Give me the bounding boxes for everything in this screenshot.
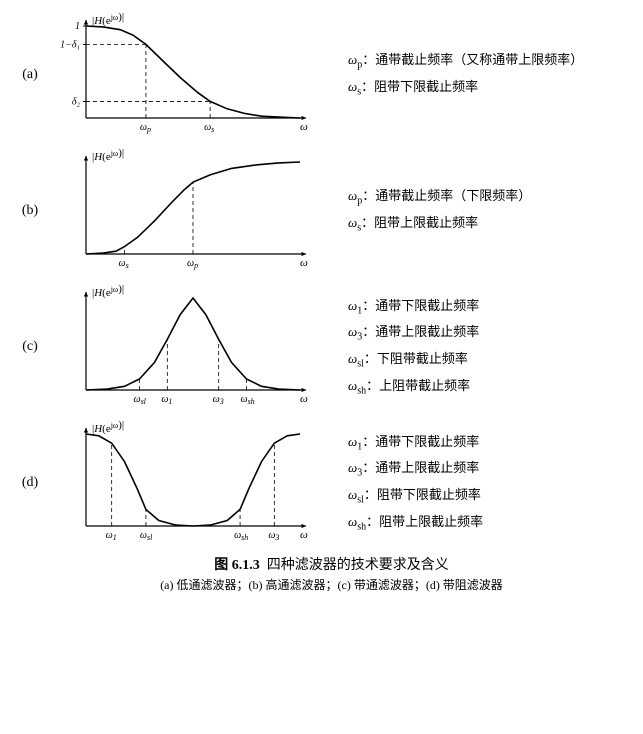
svg-text:1−δ₁: 1−δ₁: [60, 39, 80, 50]
panel-label-b: (b): [10, 203, 50, 219]
svg-text:ωs: ωs: [119, 258, 129, 270]
svg-text:ω: ω: [300, 257, 308, 269]
panel-c: (c) |H(ejω)| ω ωsl ω1 ω3 ωsh ω1：通带下限截止频率ω3：通带…: [10, 282, 643, 412]
panel-b: (b) |H(ejω)| ω ωs ωp ωp：通带截止频率（下限频率）ωs：阻带上限…: [10, 146, 643, 276]
legend-item: ωs：阻带下限截止频率: [348, 75, 643, 102]
svg-text:ω: ω: [300, 393, 308, 405]
legend-item: ωs：阻带上限截止频率: [348, 211, 643, 238]
svg-text:δ₂: δ₂: [72, 96, 81, 107]
legend-item: ωp：通带截止频率（下限频率）: [348, 184, 643, 211]
panel-label-a: (a): [10, 67, 50, 83]
chart-c: |H(ejω)| ω ωsl ω1 ω3 ωsh: [50, 282, 310, 412]
svg-text:ωsl: ωsl: [140, 530, 153, 542]
legend-item: ω3：通带上限截止频率: [348, 320, 643, 347]
chart-a: |H(ejω)| ω ωp ωs 1 1−δ₁ δ₂: [50, 10, 310, 140]
panel-label-d: (d): [10, 475, 50, 491]
svg-text:ωs: ωs: [204, 122, 214, 134]
svg-text:ω: ω: [300, 121, 308, 133]
svg-text:ω1: ω1: [161, 394, 172, 406]
chart-box-c: |H(ejω)| ω ωsl ω1 ω3 ωsh: [50, 282, 330, 412]
svg-text:ωp: ωp: [187, 258, 198, 270]
legend-item: ωsl：下阻带截止频率: [348, 347, 643, 374]
chart-box-d: |H(ejω)| ω ω1 ωsl ωsh ω3: [50, 418, 330, 548]
legend-item: ωp：通带截止频率（又称通带上限频率）: [348, 48, 643, 75]
panel-d: (d) |H(ejω)| ω ω1 ωsl ωsh ω3 ω1：通带下限截止频率ω3：通带…: [10, 418, 643, 548]
legend-item: ωsh：上阻带截止频率: [348, 374, 643, 401]
svg-text:ω1: ω1: [106, 530, 117, 542]
legend-item: ωsl：阻带下限截止频率: [348, 483, 643, 510]
svg-text:|H(ejω)|: |H(ejω)|: [92, 147, 124, 163]
legend-item: ω3：通带上限截止频率: [348, 456, 643, 483]
svg-text:ω3: ω3: [268, 530, 279, 542]
svg-text:|H(ejω)|: |H(ejω)|: [92, 283, 124, 299]
chart-box-a: |H(ejω)| ω ωp ωs 1 1−δ₁ δ₂: [50, 10, 330, 140]
panel-label-c: (c): [10, 339, 50, 355]
chart-d: |H(ejω)| ω ω1 ωsl ωsh ω3: [50, 418, 310, 548]
legend-item: ωsh：阻带上限截止频率: [348, 510, 643, 537]
svg-text:ωsl: ωsl: [134, 394, 147, 406]
svg-text:ωsh: ωsh: [241, 394, 255, 406]
svg-text:ω3: ω3: [213, 394, 224, 406]
legend-item: ω1：通带下限截止频率: [348, 294, 643, 321]
legend-b: ωp：通带截止频率（下限频率）ωs：阻带上限截止频率: [330, 184, 643, 237]
figure-subcaption: (a) 低通滤波器；(b) 高通滤波器；(c) 带通滤波器；(d) 带阻滤波器: [10, 576, 643, 593]
svg-text:1: 1: [75, 21, 80, 32]
chart-box-b: |H(ejω)| ω ωs ωp: [50, 146, 330, 276]
svg-text:ωsh: ωsh: [234, 530, 248, 542]
panel-a: (a) |H(ejω)| ω ωp ωs 1 1−δ₁ δ₂ ωp：通带截止频率（又称通带上…: [10, 10, 643, 140]
svg-text:ωp: ωp: [140, 122, 151, 134]
legend-a: ωp：通带截止频率（又称通带上限频率）ωs：阻带下限截止频率: [330, 48, 643, 101]
svg-text:|H(ejω)|: |H(ejω)|: [92, 11, 124, 27]
legend-c: ω1：通带下限截止频率ω3：通带上限截止频率ωsl：下阻带截止频率ωsh：上阻带…: [330, 294, 643, 400]
figure-number: 图 6.1.3: [214, 558, 260, 573]
legend-d: ω1：通带下限截止频率ω3：通带上限截止频率ωsl：阻带下限截止频率ωsh：阻带…: [330, 430, 643, 536]
svg-text:|H(ejω)|: |H(ejω)|: [92, 419, 124, 435]
chart-b: |H(ejω)| ω ωs ωp: [50, 146, 310, 276]
legend-item: ω1：通带下限截止频率: [348, 430, 643, 457]
svg-text:ω: ω: [300, 529, 308, 541]
figure-title: 四种滤波器的技术要求及含义: [267, 558, 449, 573]
